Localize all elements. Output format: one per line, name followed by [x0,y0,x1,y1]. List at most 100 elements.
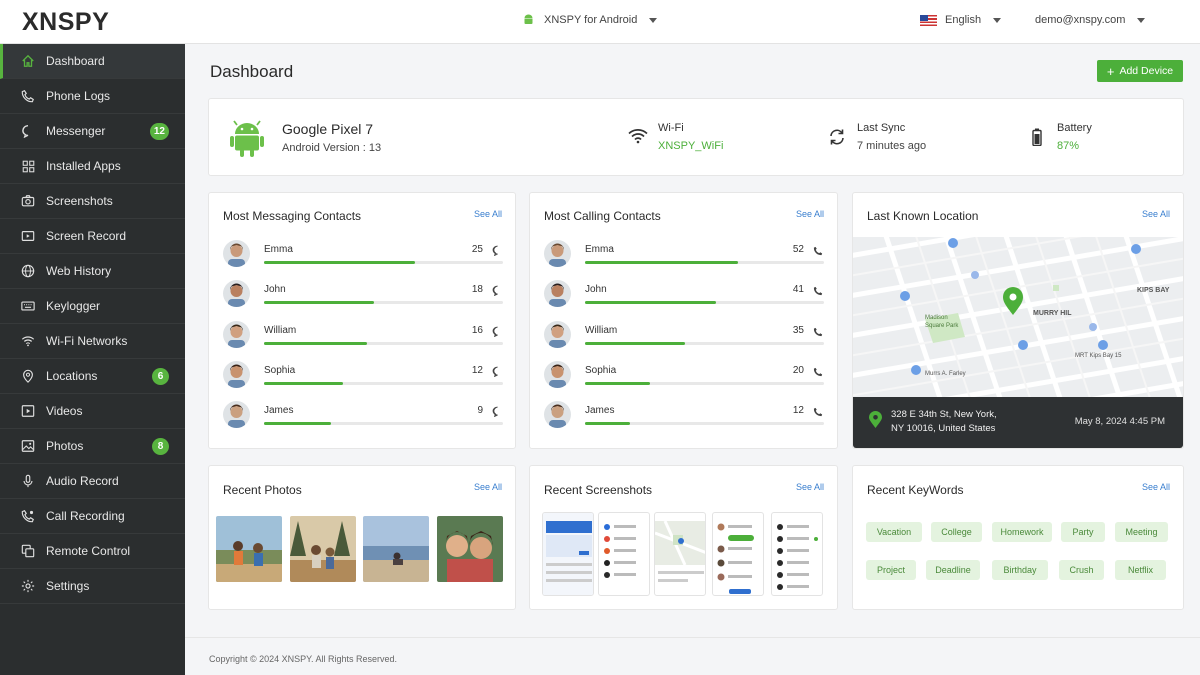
contact-row[interactable]: John 41 [544,280,824,320]
sidebar-item-label: Web History [46,264,112,278]
activity-bar [585,301,824,305]
sidebar-item-audio-record[interactable]: Audio Record [0,464,185,499]
microphone-icon [20,473,36,489]
wifi-value: XNSPY_WiFi [658,140,724,152]
contact-row[interactable]: Sophia 20 [544,360,824,401]
screenshot-thumbnail[interactable] [712,512,764,596]
plus-icon: + [1106,63,1115,79]
footer: Copyright © 2024 XNSPY. All Rights Reser… [185,637,1200,675]
sidebar-item-settings[interactable]: Settings [0,569,185,604]
sidebar-item-dashboard[interactable]: Dashboard [0,44,185,79]
contact-row[interactable]: Emma 25 [223,240,503,280]
device-selector[interactable]: XNSPY for Android [523,14,658,26]
photo-thumbnail[interactable] [216,516,282,582]
globe-icon [20,263,36,279]
sidebar-item-web-history[interactable]: Web History [0,254,185,289]
message-icon [492,243,503,257]
contact-row[interactable]: Sophia 12 [223,360,503,401]
see-all-link[interactable]: See All [1141,209,1170,219]
see-all-link[interactable]: See All [473,209,502,219]
screenshot-thumbnail[interactable] [771,512,823,596]
contact-count: 41 [792,284,804,296]
sidebar-item-keylogger[interactable]: Keylogger [0,289,185,324]
keyword-tag[interactable]: College [931,522,982,542]
sidebar-item-label: Keylogger [46,299,101,313]
activity-bar [264,341,503,345]
sidebar-item-locations[interactable]: Locations 6 [0,359,185,394]
count-badge: 6 [152,368,169,385]
contact-name: James [585,405,615,417]
activity-bar-fill [585,341,686,345]
sync-icon [826,122,848,152]
svg-text:KIPS BAY: KIPS BAY [1137,287,1170,294]
photo-thumbnail[interactable] [437,516,503,582]
photo-thumbnail[interactable] [363,516,429,582]
activity-bar-fill [585,261,738,264]
sidebar-item-label: Installed Apps [46,159,121,173]
location-pin-icon [869,411,882,428]
location-time: May 8, 2024 4:45 PM [1074,416,1165,427]
location-card: Last Known Location See All [852,192,1184,449]
see-all-link[interactable]: See All [795,209,824,219]
contact-row[interactable]: Emma 52 [544,240,824,280]
sidebar-item-photos[interactable]: Photos 8 [0,429,185,464]
contact-name: William [585,324,618,336]
contact-row[interactable]: John 18 [223,280,503,320]
language-selector[interactable]: English [920,14,1002,26]
messaging-contacts-card: Most Messaging Contacts See All Emma 25 Jo… [208,192,516,449]
keyword-tag[interactable]: Project [866,560,916,580]
keyword-tag[interactable]: Vacation [866,522,922,542]
activity-bar [264,381,503,385]
contact-row[interactable]: William 16 [223,320,503,361]
screenshot-thumbnail[interactable] [654,512,706,596]
svg-text:MRT Kips Bay 15: MRT Kips Bay 15 [1075,353,1122,359]
screenshot-thumbnail[interactable] [542,512,594,596]
see-all-link[interactable]: See All [795,482,824,492]
sidebar-item-screenshots[interactable]: Screenshots [0,184,185,219]
sidebar-item-label: Screenshots [46,194,113,208]
contact-count: 9 [477,405,483,417]
sidebar-item-screen-record[interactable]: Screen Record [0,219,185,254]
film-icon [20,403,36,419]
user-menu[interactable]: demo@xnspy.com [1035,14,1146,26]
see-all-link[interactable]: See All [473,482,502,492]
sidebar-item-label: Call Recording [46,509,125,523]
user-email: demo@xnspy.com [1035,14,1126,26]
keyword-tag[interactable]: Birthday [992,560,1048,580]
card-title: Recent Screenshots [544,483,653,497]
sidebar-item-label: Messenger [46,124,106,138]
photo-thumbnail[interactable] [290,516,356,582]
contact-row[interactable]: James 9 [223,401,503,441]
sidebar-item-installed-apps[interactable]: Installed Apps [0,149,185,184]
contact-name: Emma [264,244,293,255]
contact-row[interactable]: James 12 [544,401,824,441]
android-icon [230,120,264,157]
keyword-tag[interactable]: Meeting [1115,522,1168,542]
xnspy-logo[interactable]: XNSPY [22,8,110,36]
sidebar-item-phone-logs[interactable]: Phone Logs [0,79,185,114]
see-all-link[interactable]: See All [1141,482,1170,492]
screenshot-thumbnail[interactable] [598,512,650,596]
device-name: Google Pixel 7 [282,121,374,137]
sidebar-item-wifi-networks[interactable]: Wi-Fi Networks [0,324,185,359]
recent-keywords-card: Recent KeyWords See All Vacation College… [852,465,1184,610]
keyword-tag[interactable]: Crush [1059,560,1104,580]
activity-bar-fill [264,261,415,264]
contact-name: James [264,405,294,417]
keyword-tag[interactable]: Netflix [1115,560,1166,580]
keyboard-icon [20,298,36,314]
keyword-tag[interactable]: Party [1061,522,1105,542]
keyword-tag[interactable]: Homework [992,522,1052,542]
add-device-button[interactable]: + Add Device [1097,60,1183,82]
contact-row[interactable]: William 35 [544,320,824,361]
sidebar-item-call-recording[interactable]: Call Recording [0,499,185,534]
contact-name: Sophia [264,364,296,376]
location-map[interactable]: MURRY HIL KIPS BAY Madison Square Park M… [853,237,1183,397]
keyword-tag[interactable]: Deadline [926,560,980,580]
sidebar-item-videos[interactable]: Videos [0,394,185,429]
sidebar-item-messenger[interactable]: Messenger 12 [0,114,185,149]
sidebar-item-label: Photos [46,439,84,453]
card-title: Recent KeyWords [867,483,964,497]
sidebar-item-remote-control[interactable]: Remote Control [0,534,185,569]
wifi-label: Wi-Fi [658,122,684,134]
